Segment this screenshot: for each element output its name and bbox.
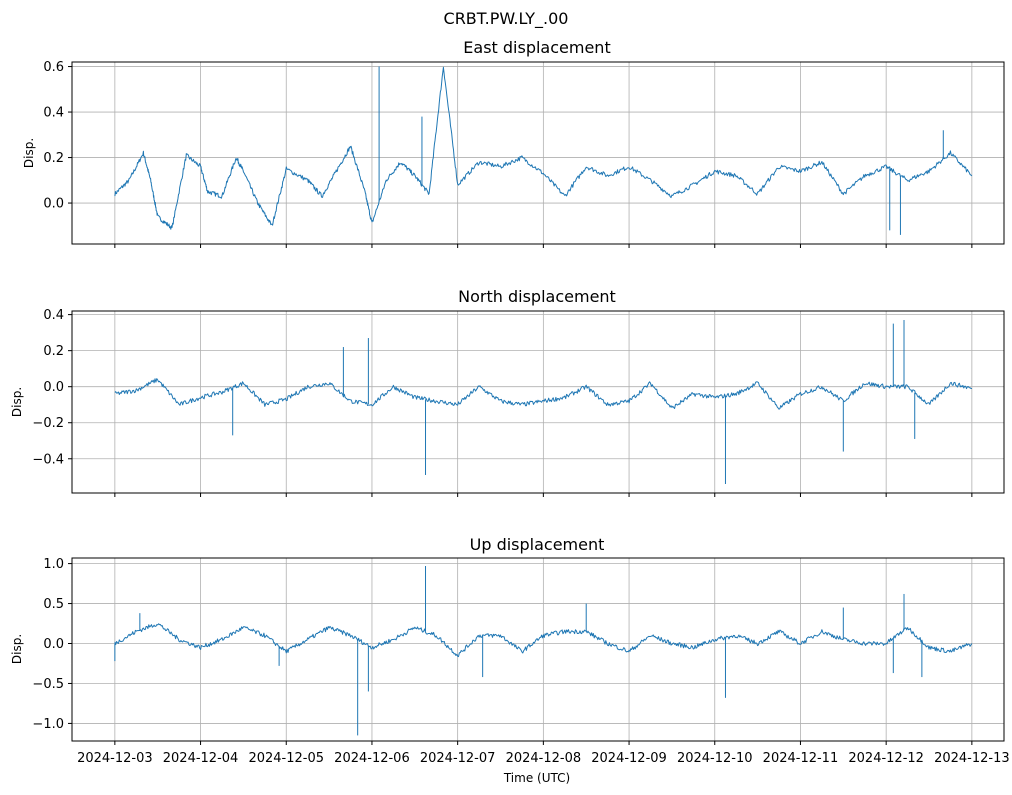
up-xtick-label: 2024-12-09 [591,751,667,766]
panel-up-ylabel: Disp. [10,634,24,664]
up-ytick-label: −1.0 [32,717,64,732]
east-series-line [114,66,973,230]
panel-east-frame [71,61,1005,245]
panel-east: East displacement 0.0 0.2 0.4 0.6 Disp. [22,38,1005,248]
north-ytick-label: 0.2 [43,344,64,359]
east-ytick-label: 0.4 [43,106,64,121]
panel-up-title: Up displacement [470,535,605,554]
up-xtick-label: 2024-12-06 [334,751,410,766]
up-ytick-label: 0.5 [43,597,64,612]
up-xtick-label: 2024-12-04 [163,751,239,766]
panel-north: North displacement −0.4 −0.2 0.0 0.2 0.4 Dis… [10,287,1005,497]
up-xtick-label: 2024-12-07 [420,751,496,766]
north-ytick-label: 0.4 [43,308,64,323]
figure-suptitle: CRBT.PW.LY_.00 [444,9,569,29]
east-ytick-label: 0.2 [43,151,64,166]
east-ytick-label: 0.6 [43,60,64,75]
panel-east-title: East displacement [463,38,610,57]
north-ytick-label: −0.2 [32,416,64,431]
panel-north-frame [71,310,1005,494]
up-ytick-label: 0.0 [43,637,64,652]
up-xtick-label: 2024-12-11 [763,751,839,766]
panel-north-ylabel: Disp. [10,387,24,417]
north-ytick-label: 0.0 [43,380,64,395]
panel-north-title: North displacement [458,287,616,306]
up-xtick-label: 2024-12-10 [677,751,753,766]
up-ytick-label: 1.0 [43,557,64,572]
north-series-line [114,378,972,410]
up-xtick-label: 2024-12-08 [506,751,582,766]
panel-east-ylabel: Disp. [22,138,36,168]
panel-up-xlabel: Time (UTC) [503,771,570,785]
panel-up-frame [71,557,1005,742]
up-xtick-label: 2024-12-03 [77,751,153,766]
up-xtick-label: 2024-12-05 [248,751,324,766]
east-ytick-label: 0.0 [43,197,64,212]
north-ytick-label: −0.4 [32,452,64,467]
panel-up: Up displacement 2024-12-03 2024-12-04 2024… [10,535,1010,785]
up-xtick-label: 2024-12-13 [934,751,1010,766]
up-series-line [114,623,973,658]
up-xtick-label: 2024-12-12 [848,751,924,766]
up-ytick-label: −0.5 [32,677,64,692]
